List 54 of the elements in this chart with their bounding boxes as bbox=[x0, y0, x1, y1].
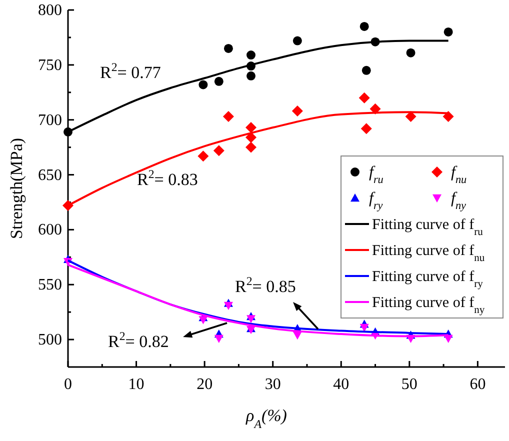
legend-label: f$_{nu}$ bbox=[451, 164, 468, 186]
y-tick-label: 750 bbox=[38, 56, 62, 74]
y-tick-label: 800 bbox=[38, 2, 62, 19]
x-tick-label: 0 bbox=[64, 376, 72, 393]
point bbox=[362, 66, 371, 75]
legend-label: f$_{ry}$ bbox=[369, 190, 383, 212]
point bbox=[198, 150, 209, 162]
point bbox=[198, 316, 208, 324]
point bbox=[214, 76, 224, 86]
point bbox=[406, 48, 416, 58]
point bbox=[405, 111, 416, 122]
legend-label: Fitting curve of f$_{ny}$ bbox=[372, 295, 486, 316]
legend-label: f$_{ny}$ bbox=[451, 190, 466, 212]
point bbox=[222, 111, 234, 122]
x-axis-title: ρ$_{A}$(%) bbox=[245, 406, 288, 431]
point bbox=[198, 80, 208, 90]
point bbox=[246, 315, 256, 324]
x-tick-label: 30 bbox=[264, 376, 281, 393]
point bbox=[292, 36, 302, 46]
point bbox=[224, 44, 233, 53]
point bbox=[246, 50, 256, 60]
legend-label: Fitting curve of f$_{ru}$ bbox=[372, 217, 484, 238]
y-tick-label: 500 bbox=[38, 332, 62, 349]
annotation: R$^{2}$= 0.77 bbox=[100, 60, 162, 82]
x-tick-label: 40 bbox=[333, 376, 350, 393]
point bbox=[444, 27, 453, 36]
point bbox=[360, 22, 369, 31]
annotation: R$^{2}$= 0.82 bbox=[108, 329, 169, 351]
point bbox=[214, 334, 224, 343]
point bbox=[224, 302, 233, 310]
y-tick-label: 550 bbox=[38, 276, 62, 294]
point bbox=[358, 92, 370, 104]
y-tick-label: 650 bbox=[38, 166, 62, 184]
point bbox=[292, 106, 303, 117]
annotation: R$^{2}$= 0.85 bbox=[235, 274, 296, 296]
point bbox=[213, 145, 224, 156]
legend-label: f$_{ru}$ bbox=[369, 164, 384, 186]
y-axis-title: Strength(MPa) bbox=[7, 138, 26, 240]
x-tick-label: 60 bbox=[470, 376, 486, 393]
point bbox=[246, 71, 256, 80]
point bbox=[442, 111, 454, 122]
point bbox=[360, 324, 369, 332]
annotation: R$^{2}$= 0.83 bbox=[137, 167, 198, 189]
legend-label: Fitting curve of f$_{ry}$ bbox=[372, 269, 484, 290]
y-tick-label: 600 bbox=[38, 222, 62, 239]
point bbox=[62, 200, 74, 212]
point bbox=[245, 142, 256, 153]
y-tick-label: 700 bbox=[38, 112, 62, 129]
point bbox=[360, 123, 372, 134]
point bbox=[245, 122, 256, 134]
legend-label: Fitting curve of f$_{nu}$ bbox=[372, 243, 486, 264]
x-tick-label: 50 bbox=[401, 376, 418, 393]
x-tick-label: 10 bbox=[128, 376, 144, 393]
x-tick-label: 20 bbox=[196, 376, 213, 393]
